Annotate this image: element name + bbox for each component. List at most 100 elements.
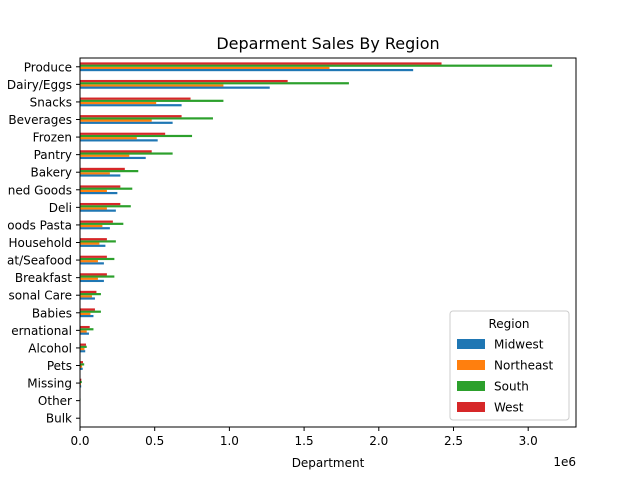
bar-west-0 [80, 62, 442, 65]
legend-swatch-northeast [457, 360, 485, 370]
bar-midwest-2 [80, 104, 182, 107]
y-tick-label: Deli [49, 201, 72, 215]
bar-west-16 [80, 343, 86, 346]
legend-label-midwest: Midwest [494, 338, 544, 352]
bar-northeast-17 [80, 365, 83, 368]
bar-west-3 [80, 115, 182, 118]
bar-midwest-6 [80, 174, 121, 177]
y-tick-label: ned Goods [8, 183, 72, 197]
bar-west-12 [80, 273, 107, 276]
bar-south-9 [80, 222, 124, 225]
bar-south-12 [80, 275, 115, 278]
bar-south-6 [80, 170, 139, 173]
bar-west-18 [80, 378, 82, 381]
bar-west-7 [80, 185, 121, 188]
bar-west-10 [80, 238, 107, 241]
x-offset-label: 1e6 [553, 455, 576, 469]
bar-northeast-13 [80, 295, 92, 298]
bar-south-17 [80, 363, 85, 366]
x-tick-label: 2.0 [369, 434, 388, 448]
y-tick-label: Frozen [33, 131, 72, 145]
y-tick-label: Beverages [8, 113, 72, 127]
bar-northeast-10 [80, 242, 100, 245]
bar-south-13 [80, 293, 101, 296]
bar-northeast-15 [80, 330, 87, 333]
y-tick-label: at/Seafood [7, 254, 72, 268]
legend: Region Midwest Northeast South West [449, 310, 570, 421]
bar-midwest-10 [80, 244, 106, 247]
bar-midwest-9 [80, 227, 110, 230]
bar-midwest-4 [80, 139, 158, 142]
legend-label-northeast: Northeast [494, 359, 554, 373]
y-tick-label: Alcohol [28, 341, 72, 355]
bar-northeast-11 [80, 260, 98, 263]
bar-midwest-11 [80, 262, 104, 265]
y-tick-label: Bakery [30, 166, 72, 180]
bar-northeast-12 [80, 277, 98, 280]
bar-midwest-7 [80, 191, 118, 195]
x-axis: 0.0 0.5 1.0 1.5 2.0 2.5 3.0 [70, 427, 538, 448]
bar-west-5 [80, 150, 152, 153]
x-tick-label: 0.5 [145, 434, 164, 448]
bar-northeast-6 [80, 172, 110, 175]
bar-south-4 [80, 134, 193, 138]
bar-south-8 [80, 205, 131, 208]
chart-title: Deparment Sales By Region [216, 34, 439, 53]
bar-midwest-5 [80, 156, 146, 160]
bar-west-15 [80, 325, 90, 329]
bar-midwest-3 [80, 121, 173, 124]
y-tick-label: Snacks [30, 95, 72, 109]
bar-south-5 [80, 152, 173, 155]
legend-items: Midwest Northeast South West [457, 338, 554, 415]
y-tick-label: Pets [47, 359, 72, 373]
bar-northeast-4 [80, 137, 137, 140]
x-tick-label: 3.0 [519, 434, 538, 448]
bar-midwest-18 [80, 385, 82, 388]
bar-northeast-16 [80, 347, 85, 351]
x-tick-label: 1.0 [220, 434, 239, 448]
bar-northeast-14 [80, 312, 91, 315]
bar-midwest-0 [80, 68, 414, 72]
bar-south-16 [80, 345, 87, 348]
bar-northeast-2 [80, 101, 157, 105]
y-tick-label: Dairy/Eggs [7, 78, 72, 92]
bar-west-1 [80, 79, 288, 83]
bar-west-9 [80, 220, 113, 223]
y-tick-label: Bulk [46, 412, 72, 426]
bar-south-3 [80, 117, 213, 120]
bar-midwest-13 [80, 297, 95, 300]
y-tick-label: oods Pasta [7, 218, 72, 232]
bar-northeast-8 [80, 207, 107, 210]
bar-south-2 [80, 99, 224, 102]
bar-west-4 [80, 132, 166, 135]
bar-northeast-1 [80, 84, 224, 87]
legend-swatch-west [457, 402, 485, 412]
y-tick-label: ernational [11, 324, 72, 338]
bar-northeast-0 [80, 66, 330, 69]
bar-south-0 [80, 64, 553, 67]
bar-south-1 [80, 82, 349, 85]
bar-west-8 [80, 202, 121, 206]
bar-west-14 [80, 308, 95, 311]
x-axis-label: Department [292, 456, 365, 470]
legend-frame [449, 310, 570, 421]
bar-midwest-1 [80, 86, 270, 89]
bars-group [80, 62, 553, 423]
bar-west-17 [80, 361, 83, 364]
y-tick-label: Other [38, 394, 72, 408]
y-tick-label: Pantry [34, 148, 72, 162]
bar-west-11 [80, 255, 107, 258]
bar-midwest-15 [80, 332, 89, 335]
bar-midwest-12 [80, 279, 104, 283]
y-tick-label: sonal Care [9, 289, 73, 303]
bar-northeast-5 [80, 154, 130, 157]
bar-south-15 [80, 328, 94, 331]
bar-northeast-3 [80, 119, 152, 122]
y-tick-label: Breakfast [15, 271, 72, 285]
y-tick-label: Produce [24, 60, 72, 74]
legend-label-south: South [494, 380, 529, 394]
legend-swatch-midwest [457, 339, 485, 349]
y-tick-label: Household [8, 236, 72, 250]
legend-title: Region [488, 317, 529, 331]
